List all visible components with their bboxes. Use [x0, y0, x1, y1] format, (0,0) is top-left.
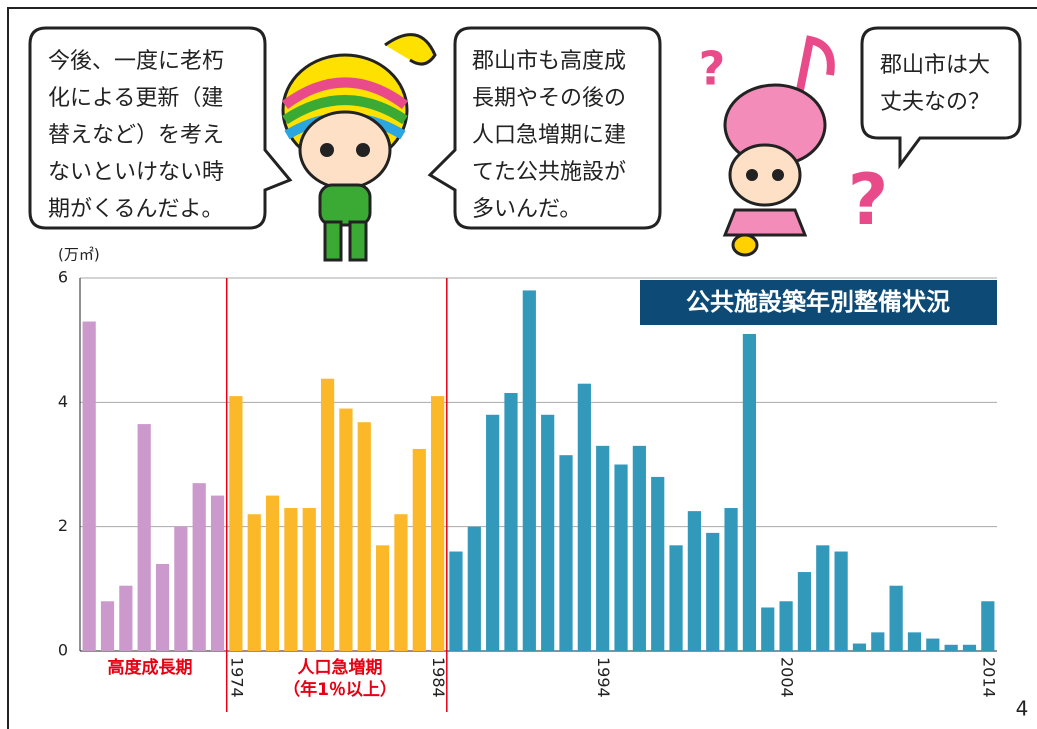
bar — [541, 415, 554, 651]
bar — [468, 527, 481, 651]
bar — [798, 572, 811, 651]
bar — [284, 508, 297, 651]
bar — [559, 455, 572, 651]
bubble-text: 郡山市も高度成 — [472, 49, 626, 74]
period-label: 人口急増期 — [298, 657, 383, 678]
bubble-text: 替えなど）を考え — [48, 123, 224, 148]
bubble-text: 長期やその後の — [472, 86, 626, 111]
x-tick-label: 2014 — [979, 657, 998, 698]
bar — [688, 511, 701, 651]
bar — [523, 290, 536, 651]
bar — [853, 644, 866, 651]
x-tick-label: 1994 — [594, 657, 613, 698]
bar — [431, 396, 444, 651]
bubble-text: 化による更新（建 — [48, 86, 223, 111]
bar — [743, 334, 756, 651]
bar — [193, 483, 206, 651]
bar — [376, 545, 389, 651]
mascot — [283, 35, 435, 260]
bar — [926, 639, 939, 651]
bar — [101, 601, 114, 651]
bar — [651, 477, 664, 651]
bar — [321, 379, 334, 651]
chart-title: 公共施設築年別整備状況 — [686, 288, 950, 316]
period-label: （年1％以上） — [283, 679, 397, 700]
bar — [486, 415, 499, 651]
bar — [358, 422, 371, 651]
bar — [211, 496, 224, 651]
bar — [578, 384, 591, 651]
bar — [413, 449, 426, 651]
y-axis-label: (万㎡) — [58, 246, 100, 264]
y-tick-label: 0 — [58, 641, 68, 660]
bar — [266, 496, 279, 651]
bar — [908, 632, 921, 651]
bar — [119, 586, 132, 651]
bar — [156, 564, 169, 651]
bar — [945, 645, 958, 651]
bubble-text: 今後、一度に老朽 — [48, 49, 224, 74]
bubble-text: 丈夫なの？ — [880, 90, 990, 115]
page: ? ? 今後、一度に老朽化による更新（建替えなど）を考えないといけない時期がくる… — [0, 0, 1037, 729]
svg-text:?: ? — [848, 159, 889, 241]
y-tick-label: 4 — [58, 392, 68, 411]
bubble-text: ないといけない時 — [48, 160, 224, 185]
bar — [871, 632, 884, 651]
bar — [779, 601, 792, 651]
bar — [83, 322, 96, 651]
bar — [633, 446, 646, 651]
bar — [248, 514, 261, 651]
bar — [835, 552, 848, 651]
bar — [303, 508, 316, 651]
bubble-text: 人口急増期に建 — [472, 123, 626, 148]
bar — [504, 393, 517, 651]
bar — [669, 545, 682, 651]
bar — [174, 527, 187, 651]
bar — [449, 552, 462, 651]
y-tick-label: 2 — [58, 516, 68, 535]
x-tick-label: 2004 — [778, 657, 797, 698]
bar — [963, 645, 976, 651]
bar — [138, 424, 151, 651]
bubble-text: 郡山市は大 — [880, 53, 990, 78]
bubble-text: てた公共施設が — [472, 160, 626, 185]
bar — [816, 545, 829, 651]
bar — [596, 446, 609, 651]
bubble-text: 期がくるんだよ。 — [48, 197, 224, 222]
bar — [761, 607, 774, 651]
period-label: 高度成長期 — [108, 657, 193, 678]
bar — [981, 601, 994, 651]
bubble-text: 多いんだ。 — [472, 197, 581, 222]
bar — [614, 465, 627, 652]
bar — [706, 533, 719, 651]
x-tick-label: 1984 — [429, 657, 448, 698]
mascot: ? ? — [699, 40, 889, 255]
bar — [229, 396, 242, 651]
page-number: 4 — [1016, 697, 1029, 721]
svg-text:?: ? — [699, 42, 726, 96]
x-tick-label: 1974 — [227, 657, 246, 698]
bar — [724, 508, 737, 651]
bar — [339, 409, 352, 651]
bar — [890, 586, 903, 651]
bar — [394, 514, 407, 651]
y-tick-label: 6 — [58, 268, 68, 287]
